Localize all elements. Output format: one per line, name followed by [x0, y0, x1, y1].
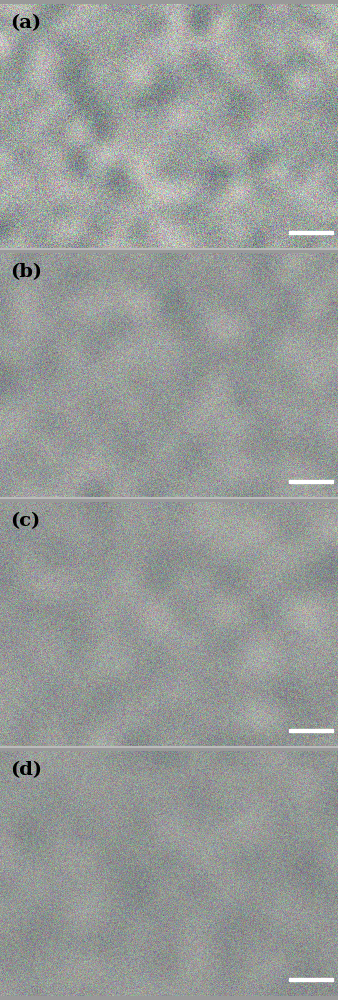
- Text: (b): (b): [10, 263, 42, 281]
- Bar: [289, 729, 333, 732]
- Bar: [289, 480, 333, 483]
- Bar: [289, 978, 333, 981]
- Text: (c): (c): [10, 512, 40, 530]
- Text: (d): (d): [10, 761, 42, 779]
- Bar: [289, 231, 333, 234]
- Text: (a): (a): [10, 14, 41, 32]
